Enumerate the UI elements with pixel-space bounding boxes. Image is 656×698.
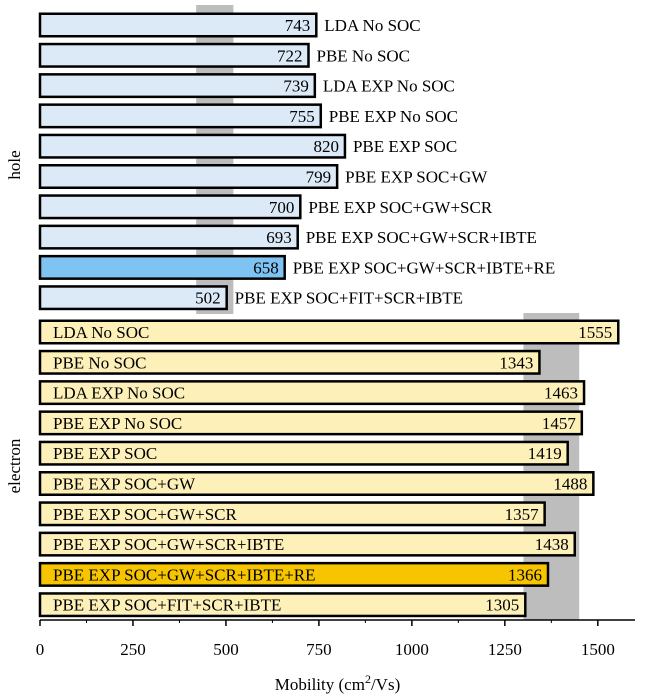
bar-electron-0 — [38, 319, 620, 345]
bar-group-electron: 1555 LDA No SOC 1343 PBE No SOC 1463 LDA EXP … — [38, 319, 620, 618]
x-tick-label: 1000 — [395, 640, 429, 659]
bar-value-label: 658 — [253, 258, 279, 277]
bar-category-label: PBE EXP No SOC — [53, 414, 182, 433]
bar-category-label: PBE EXP SOC+GW+SCR — [53, 505, 238, 524]
bar-category-label: PBE EXP SOC+GW — [345, 168, 488, 187]
x-tick-label: 750 — [306, 640, 332, 659]
x-axis-label-part-3: /Vs) — [371, 675, 400, 694]
bar-value-label: 693 — [266, 228, 292, 247]
bar-hole-1 — [38, 42, 310, 68]
bar-category-label: PBE No SOC — [53, 353, 147, 372]
bar-category-label: PBE No SOC — [316, 46, 410, 65]
bar-hole-7 — [38, 224, 299, 250]
bar-category-label: LDA No SOC — [53, 323, 149, 342]
bar-value-label: 739 — [283, 77, 309, 96]
bar-electron-8 — [38, 561, 550, 587]
bar-value-label: 1488 — [553, 475, 587, 494]
bar-value-label: 1555 — [578, 323, 612, 342]
bar-category-label: PBE EXP SOC+FIT+SCR+IBTE — [235, 289, 463, 308]
panel-label-hole: hole — [5, 150, 24, 179]
bar-value-label: 1366 — [508, 565, 542, 584]
bar-value-label: 743 — [285, 16, 311, 35]
bar-value-label: 799 — [306, 168, 332, 187]
bar-value-label: 502 — [195, 289, 221, 308]
bar-hole-6 — [38, 194, 302, 220]
x-tick-label: 1500 — [581, 640, 615, 659]
bar-value-label: 1357 — [505, 505, 540, 524]
bar-hole-8 — [38, 254, 286, 280]
bar-hole-3 — [38, 103, 323, 129]
bar-electron-9 — [38, 592, 527, 618]
x-axis-label-superscript: 2 — [365, 672, 371, 686]
bar-category-label: LDA EXP No SOC — [323, 77, 455, 96]
bar-value-label: 1457 — [542, 414, 577, 433]
bar-electron-3 — [38, 410, 584, 436]
bar-category-label: PBE EXP SOC — [353, 137, 457, 156]
bar-value-label: 1343 — [499, 353, 533, 372]
bar-value-label: 700 — [269, 198, 295, 217]
bar-category-label: LDA EXP No SOC — [53, 384, 185, 403]
bar-electron-7 — [38, 531, 577, 557]
bar-value-label: 1463 — [544, 384, 578, 403]
bar-value-label: 1438 — [535, 535, 569, 554]
bar-electron-5 — [38, 471, 595, 496]
bar-value-label: 755 — [289, 107, 315, 126]
x-tick-label: 250 — [120, 640, 146, 659]
bar-value-label: 1419 — [528, 444, 562, 463]
bar-value-label: 820 — [313, 137, 339, 156]
x-axis-label-part-1: Mobility (cm — [275, 675, 365, 694]
bar-hole-0 — [38, 12, 318, 38]
bar-groups: 743 LDA No SOC 722 PBE No SOC 739 LDA EXP No … — [38, 12, 620, 618]
x-axis: 0 250 500 750 1000 1250 1500 — [36, 619, 635, 659]
x-tick-label: 500 — [213, 640, 239, 659]
bar-category-label: PBE EXP No SOC — [329, 107, 458, 126]
panel-label-electron: electron — [5, 438, 24, 493]
bar-category-label: PBE EXP SOC+GW+SCR+IBTE+RE — [53, 565, 316, 584]
bar-group-hole: 743 LDA No SOC 722 PBE No SOC 739 LDA EXP No … — [38, 12, 556, 311]
bar-electron-1 — [38, 349, 541, 375]
x-tick-label: 1250 — [488, 640, 522, 659]
bar-category-label: PBE EXP SOC+GW+SCR+IBTE — [53, 535, 284, 554]
bar-category-label: PBE EXP SOC+GW+SCR+IBTE — [306, 228, 537, 247]
bar-value-label: 722 — [277, 46, 303, 65]
bar-hole-9 — [38, 285, 228, 311]
bar-hole-5 — [38, 164, 339, 189]
bar-electron-4 — [38, 440, 569, 466]
bar-category-label: LDA No SOC — [324, 16, 420, 35]
x-tick-label: 0 — [36, 640, 45, 659]
bar-value-label: 1305 — [485, 596, 519, 615]
bar-category-label: PBE EXP SOC+GW+SCR+IBTE+RE — [293, 258, 556, 277]
x-axis-label: Mobility (cm2/Vs) — [275, 672, 400, 694]
bar-hole-4 — [38, 133, 347, 159]
bar-category-label: PBE EXP SOC+GW+SCR — [308, 198, 493, 217]
bar-hole-2 — [38, 73, 317, 99]
bar-category-label: PBE EXP SOC+GW — [53, 475, 196, 494]
bar-electron-2 — [38, 380, 586, 406]
bar-electron-6 — [38, 501, 546, 527]
bar-category-label: PBE EXP SOC+FIT+SCR+IBTE — [53, 596, 281, 615]
bar-category-label: PBE EXP SOC — [53, 444, 157, 463]
